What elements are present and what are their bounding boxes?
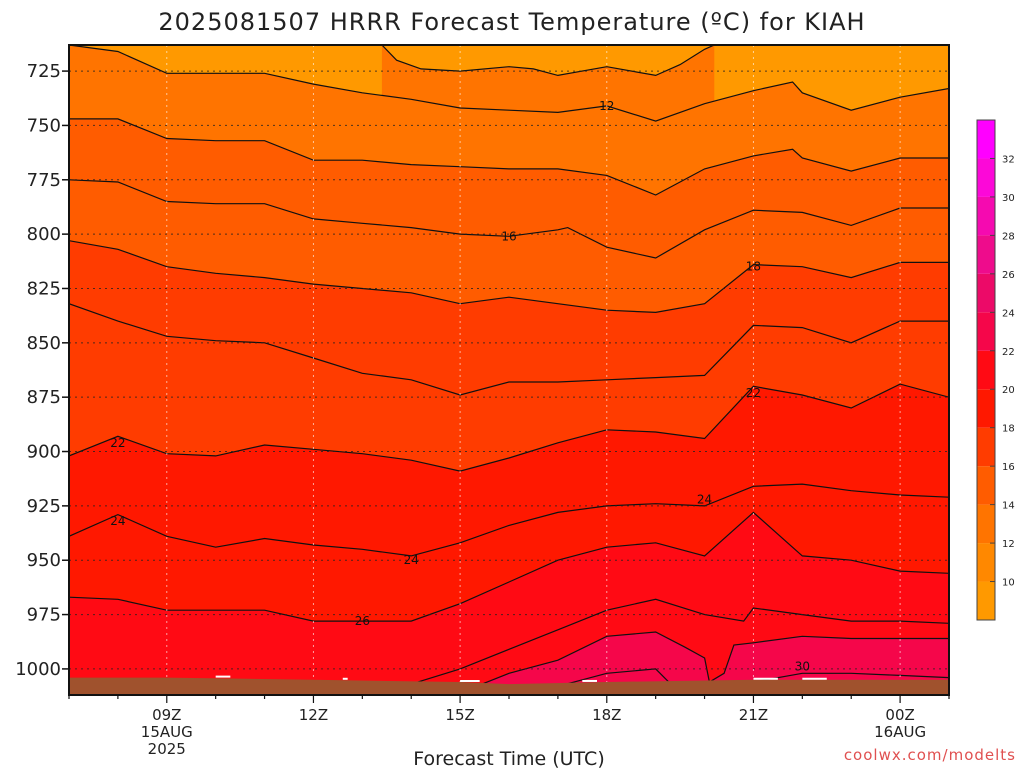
colorbar-swatch <box>977 120 995 159</box>
x-tick-label: 12Z <box>299 706 328 724</box>
isotherm-20 <box>376 598 949 695</box>
colorbar-swatch <box>977 158 995 197</box>
y-tick-label: 875 <box>27 387 61 408</box>
colorbar-frame <box>976 119 996 621</box>
colorbar-swatch <box>977 389 995 428</box>
x-tick-year: 2025 <box>148 740 186 758</box>
y-tick-label: 950 <box>27 550 61 571</box>
x-tick-date: 15AUG <box>141 723 193 741</box>
x-axis-label: Forecast Time (UTC) <box>413 748 604 768</box>
colorbar-swatch <box>977 466 995 505</box>
contour-label: 12 <box>599 99 614 113</box>
isotherm-13 <box>69 118 949 196</box>
isotherm-16 <box>69 303 949 396</box>
isotherm-17 <box>69 383 949 472</box>
y-tick-label: 725 <box>27 61 61 82</box>
isotherm-14 <box>69 179 949 259</box>
colorbar-swatch <box>977 427 995 467</box>
x-tick-label: 00Z <box>885 706 914 724</box>
y-tick-label: 750 <box>27 115 61 136</box>
terrain-fill <box>69 677 949 695</box>
colorbar-swatch <box>977 581 995 620</box>
isotherm-21 <box>430 631 949 695</box>
gridlines <box>69 45 949 695</box>
contour-label: 24 <box>110 514 125 528</box>
colorbar-tick-label: 28 <box>1002 231 1015 242</box>
contour-label: 22 <box>746 386 761 400</box>
colorbar-swatch <box>977 543 995 582</box>
colorbar-tick-label: 24 <box>1002 308 1015 319</box>
y-tick-label: 900 <box>27 442 61 463</box>
contour-labels: 12 16 18 22 22 24 24 24 26 30 <box>110 99 810 674</box>
y-tick-label: 800 <box>27 224 61 245</box>
x-tick-label: 18Z <box>592 706 621 724</box>
colorbar-swatch <box>977 196 995 236</box>
isotherm-19 <box>69 511 949 622</box>
colorbar-tick-label: 10 <box>1002 578 1015 589</box>
colorbar: 10 12 14 16 18 20 22 24 26 28 30 32 <box>976 119 1015 621</box>
credit-text: coolwx.com/modelts <box>844 746 1016 764</box>
colorbar-tick-label: 14 <box>1002 501 1015 512</box>
colorbar-tick-label: 18 <box>1002 424 1015 435</box>
colorbar-tick-label: 22 <box>1002 347 1015 358</box>
x-tick-label: 09Z <box>152 706 181 724</box>
colorbar-tick-label: 32 <box>1002 154 1015 165</box>
colorbar-tick-label: 12 <box>1002 539 1015 550</box>
x-tick-date: 16AUG <box>874 723 926 741</box>
isotherm-18 <box>69 483 949 557</box>
colorbar-tick-label: 20 <box>1002 385 1015 396</box>
colorbar-tick-label: 16 <box>1002 462 1015 473</box>
colorbar-tick-label: 26 <box>1002 270 1015 281</box>
contour-label: 24 <box>697 492 712 506</box>
contour-label: 24 <box>404 553 419 567</box>
colorbar-swatch <box>977 312 995 351</box>
y-tick-label: 825 <box>27 278 61 299</box>
chart-title: 2025081507 HRRR Forecast Temperature (ºC… <box>158 8 865 36</box>
y-tick-label: 850 <box>27 333 61 354</box>
contour-label: 30 <box>795 660 810 674</box>
y-tick-label: 975 <box>27 605 61 626</box>
contour-label: 18 <box>746 260 761 274</box>
contour-label: 22 <box>110 436 125 450</box>
terrain <box>69 675 949 695</box>
contour-label: 16 <box>501 229 516 243</box>
colorbar-swatch <box>977 273 995 313</box>
isotherm-15 <box>69 240 949 314</box>
colorbar-swatch <box>977 235 995 274</box>
isotherm-lines <box>69 45 949 695</box>
colorbar-tick-label: 30 <box>1002 193 1015 204</box>
x-tick-label: 15Z <box>445 706 474 724</box>
colorbar-swatch <box>977 350 995 390</box>
isotherm-12 <box>69 45 949 122</box>
contour-label: 26 <box>355 614 370 628</box>
temperature-bands <box>69 45 949 695</box>
y-axis: 725 750 775 800 825 850 875 900 925 950 975 1000 <box>15 61 69 680</box>
isotherm-11 <box>381 45 715 77</box>
colorbar-swatch <box>977 504 995 544</box>
y-tick-label: 925 <box>27 496 61 517</box>
y-tick-label: 1000 <box>15 659 61 680</box>
x-tick-label: 21Z <box>739 706 768 724</box>
y-tick-label: 775 <box>27 170 61 191</box>
